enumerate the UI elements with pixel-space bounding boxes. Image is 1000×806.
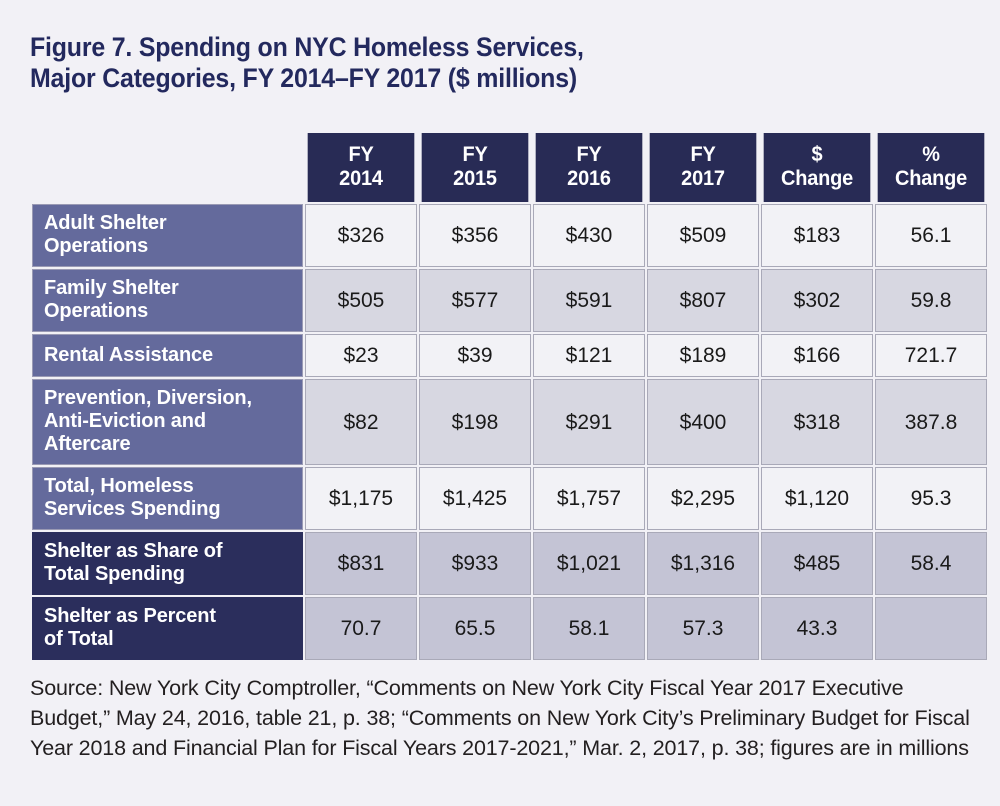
column-header: FY 2017 <box>649 133 757 202</box>
spending-table: FY 2014 FY 2015 FY 2016 FY 2017 $ Change% Ch… <box>30 131 989 662</box>
data-cell: $509 <box>647 204 759 267</box>
row-label: Total, Homeless Services Spending <box>32 467 303 530</box>
data-cell: $591 <box>533 269 645 332</box>
data-cell: $933 <box>419 532 531 595</box>
data-cell: $1,120 <box>761 467 873 530</box>
data-cell: $1,425 <box>419 467 531 530</box>
data-cell: $291 <box>533 379 645 465</box>
table-row: Shelter as Share of Total Spending $831 $9… <box>32 532 987 595</box>
row-label: Shelter as Percent of Total <box>32 597 303 660</box>
table-header: FY 2014 FY 2015 FY 2016 FY 2017 $ Change% Ch… <box>32 133 987 202</box>
data-cell: 57.3 <box>647 597 759 660</box>
data-cell: $400 <box>647 379 759 465</box>
table-corner-cell <box>32 133 303 202</box>
data-cell: $121 <box>533 334 645 377</box>
table-row: Shelter as Percent of Total 70.7 65.5 58.1 5… <box>32 597 987 660</box>
column-header: FY 2014 <box>307 133 415 202</box>
column-header: FY 2015 <box>421 133 529 202</box>
data-cell: $189 <box>647 334 759 377</box>
header-row: FY 2014 FY 2015 FY 2016 FY 2017 $ Change% Ch… <box>32 133 987 202</box>
data-cell: $1,757 <box>533 467 645 530</box>
row-label: Family Shelter Operations <box>32 269 303 332</box>
data-cell: 59.8 <box>875 269 987 332</box>
data-cell: $183 <box>761 204 873 267</box>
table-row: Adult Shelter Operations $326 $356 $430 $509… <box>32 204 987 267</box>
data-cell: $302 <box>761 269 873 332</box>
data-cell: 58.1 <box>533 597 645 660</box>
data-cell: $807 <box>647 269 759 332</box>
data-cell: $1,175 <box>305 467 417 530</box>
table-row: Prevention, Diversion, Anti-Eviction and… <box>32 379 987 465</box>
data-cell: 58.4 <box>875 532 987 595</box>
table-row: Total, Homeless Services Spending $1,175 $… <box>32 467 987 530</box>
data-cell: 43.3 <box>761 597 873 660</box>
column-header: % Change <box>877 133 985 202</box>
data-cell: $485 <box>761 532 873 595</box>
data-cell: 721.7 <box>875 334 987 377</box>
data-cell: $2,295 <box>647 467 759 530</box>
data-cell: 387.8 <box>875 379 987 465</box>
table-row: Rental Assistance $23 $39 $121 $189 $166 721.7 <box>32 334 987 377</box>
data-cell: $198 <box>419 379 531 465</box>
data-cell: $39 <box>419 334 531 377</box>
data-cell: 56.1 <box>875 204 987 267</box>
data-cell: $318 <box>761 379 873 465</box>
data-cell: $577 <box>419 269 531 332</box>
data-cell: 95.3 <box>875 467 987 530</box>
data-cell: $831 <box>305 532 417 595</box>
row-label: Rental Assistance <box>32 334 303 377</box>
data-cell: $326 <box>305 204 417 267</box>
data-cell: $1,316 <box>647 532 759 595</box>
row-label: Prevention, Diversion, Anti-Eviction and… <box>32 379 303 465</box>
column-header: FY 2016 <box>535 133 643 202</box>
data-cell: $505 <box>305 269 417 332</box>
data-cell: $1,021 <box>533 532 645 595</box>
data-cell: $356 <box>419 204 531 267</box>
table-body: Adult Shelter Operations $326 $356 $430 $509… <box>32 204 987 660</box>
source-note: Source: New York City Comptroller, “Comm… <box>30 676 970 760</box>
column-header: $ Change <box>763 133 871 202</box>
table-container: FY 2014 FY 2015 FY 2016 FY 2017 $ Change% Ch… <box>30 131 987 662</box>
table-row: Family Shelter Operations $505 $577 $591 $80… <box>32 269 987 332</box>
data-cell: $430 <box>533 204 645 267</box>
data-cell: 65.5 <box>419 597 531 660</box>
data-cell: $166 <box>761 334 873 377</box>
row-label: Adult Shelter Operations <box>32 204 303 267</box>
data-cell: 70.7 <box>305 597 417 660</box>
row-label: Shelter as Share of Total Spending <box>32 532 303 595</box>
data-cell: $23 <box>305 334 417 377</box>
page-title: Figure 7. Spending on NYC Homeless Servi… <box>30 32 584 93</box>
data-cell: $82 <box>305 379 417 465</box>
data-cell <box>875 597 987 660</box>
